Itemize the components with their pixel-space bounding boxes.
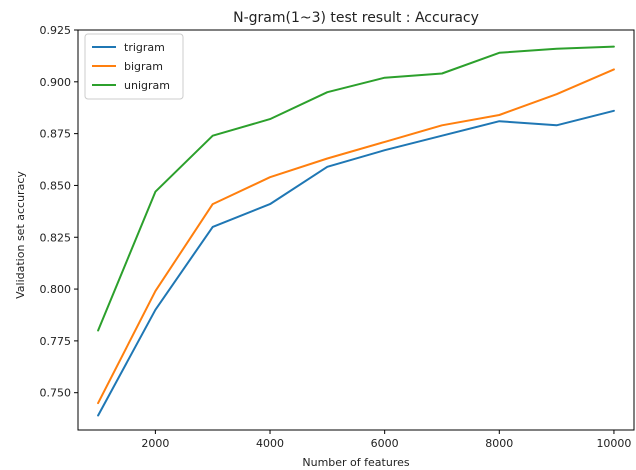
plot-area: 2000 4000 6000 8000 10000 0.750 0.775 0.800 0.82… [40,24,635,450]
y-tick-label-0.875: 0.875 [40,128,72,141]
legend-label-unigram: unigram [124,79,170,92]
x-tick-label-6000: 6000 [371,437,399,450]
series-line-unigram [97,45,615,332]
y-tick-label-0.925: 0.925 [40,24,72,37]
legend-label-trigram: trigram [124,41,165,54]
y-tick-label-0.900: 0.900 [40,76,72,89]
plot-frame [77,29,635,431]
legend-label-bigram: bigram [124,60,163,73]
series-line-bigram [97,68,615,405]
x-tick-label-10000: 10000 [596,437,631,450]
y-axis-label: Validation set accuracy [14,171,27,299]
x-axis-label: Number of features [302,456,409,469]
y-tick-label-0.775: 0.775 [40,335,72,348]
chart-title: N-gram(1~3) test result : Accuracy [233,10,479,26]
y-tick-label-0.850: 0.850 [40,179,72,192]
x-tick-label-8000: 8000 [485,437,513,450]
legend-box [84,33,184,100]
x-tick-label-2000: 2000 [141,437,169,450]
series-line-trigram [97,109,615,417]
y-tick-label-0.825: 0.825 [40,231,72,244]
y-tick-label-0.750: 0.750 [40,387,72,400]
y-tick-label-0.800: 0.800 [40,283,72,296]
x-tick-label-4000: 4000 [256,437,284,450]
